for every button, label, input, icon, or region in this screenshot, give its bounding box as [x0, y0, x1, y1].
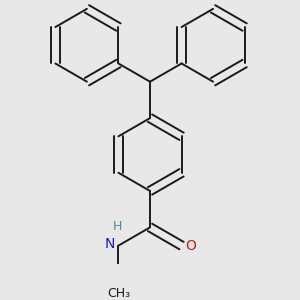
Text: N: N	[104, 237, 115, 251]
Text: CH₃: CH₃	[107, 287, 130, 300]
Text: H: H	[112, 220, 122, 233]
Text: O: O	[185, 238, 196, 253]
